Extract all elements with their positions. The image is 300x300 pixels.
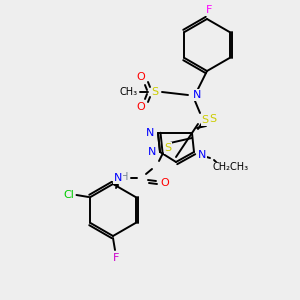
Text: N: N bbox=[198, 150, 206, 160]
Text: O: O bbox=[160, 178, 169, 188]
Text: O: O bbox=[136, 72, 146, 82]
Text: F: F bbox=[206, 5, 212, 15]
Text: O: O bbox=[136, 102, 146, 112]
Text: S: S bbox=[201, 115, 208, 125]
Text: H: H bbox=[121, 172, 129, 182]
Text: CH₂CH₃: CH₂CH₃ bbox=[213, 162, 249, 172]
Text: S: S bbox=[209, 114, 217, 124]
Text: S: S bbox=[164, 143, 172, 153]
Text: N: N bbox=[146, 128, 154, 138]
Text: CH₃: CH₃ bbox=[120, 87, 138, 97]
Text: S: S bbox=[152, 87, 159, 97]
Text: F: F bbox=[113, 253, 119, 263]
Text: N: N bbox=[193, 90, 201, 100]
Text: N: N bbox=[114, 173, 122, 183]
Text: N: N bbox=[148, 147, 156, 157]
Text: Cl: Cl bbox=[63, 190, 74, 200]
